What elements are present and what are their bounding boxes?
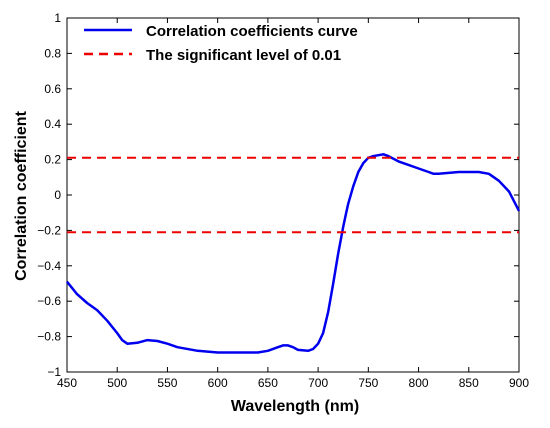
y-axis-title: Correlation coefficient [13,110,30,280]
x-tick-label: 750 [358,376,378,390]
legend-label-correlation: Correlation coefficients curve [146,23,358,40]
x-tick-label: 800 [409,376,429,390]
y-tick-label: 0 [54,188,61,202]
y-tick-label: −1 [47,365,61,379]
x-tick-label: 650 [258,376,278,390]
x-tick-label: 700 [308,376,328,390]
y-tick-label: −0.6 [37,294,61,308]
x-tick-label: 850 [459,376,479,390]
x-tick-label: 450 [57,376,77,390]
y-tick-label: −0.2 [37,223,61,237]
axes-frame [66,17,520,373]
correlation-curve [66,153,521,354]
y-tick-label: 0.6 [44,82,61,96]
x-axis-title: Wavelength (nm) [231,398,359,415]
y-tick-label: 0.4 [44,117,61,131]
x-axis: 450 500 550 600 650 700 750 800 850 900 [57,18,529,390]
x-tick-label: 500 [107,376,127,390]
y-tick-label: 0.8 [44,46,61,60]
legend: Correlation coefficients curve The signi… [84,23,358,64]
legend-label-significance: The significant level of 0.01 [146,47,341,64]
x-tick-label: 550 [157,376,177,390]
y-axis: −1 −0.8 −0.6 −0.4 −0.2 0 0.2 0.4 0.6 0.8 1 [37,11,519,379]
plot-area [66,17,520,373]
y-tick-label: −0.4 [37,259,61,273]
y-tick-label: −0.8 [37,330,61,344]
x-tick-label: 600 [208,376,228,390]
series-layer [66,153,521,354]
y-tick-label: 0.2 [44,153,61,167]
y-tick-label: 1 [54,11,61,25]
x-tick-label: 900 [509,376,529,390]
